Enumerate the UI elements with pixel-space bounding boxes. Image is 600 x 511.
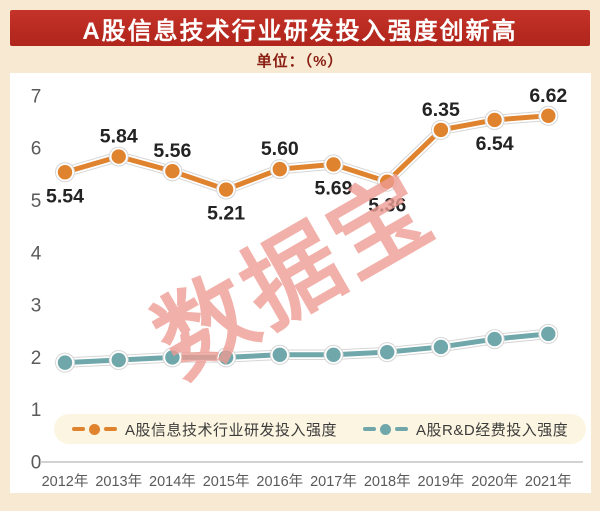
data-point-label: 5.56 bbox=[153, 140, 191, 162]
x-axis-category-label: 2020年 bbox=[471, 473, 518, 490]
x-axis-category-label: 2019年 bbox=[418, 473, 465, 490]
data-point bbox=[165, 164, 180, 179]
data-point bbox=[433, 339, 449, 355]
data-point bbox=[326, 157, 341, 172]
x-axis-category-label: 2021年 bbox=[525, 473, 572, 490]
x-axis-category-label: 2014年 bbox=[149, 473, 196, 490]
y-axis-tick-label: 3 bbox=[31, 296, 42, 317]
teal-line-dot-icon bbox=[363, 423, 409, 435]
data-point-label: 5.21 bbox=[207, 203, 245, 225]
y-axis-tick-label: 4 bbox=[31, 243, 42, 264]
x-axis-category-label: 2015年 bbox=[203, 473, 250, 490]
data-point bbox=[433, 122, 449, 138]
series-line bbox=[62, 331, 551, 366]
x-axis-category-label: 2013年 bbox=[95, 473, 142, 490]
data-point bbox=[165, 350, 180, 365]
data-point bbox=[487, 112, 502, 128]
y-axis-tick-label: 7 bbox=[31, 86, 42, 107]
data-point bbox=[487, 331, 502, 347]
line-chart: 0 1 2 3 4 5 6 7 2012年 2013年 2014年 2015年 2016年 2017年 20… bbox=[31, 85, 583, 490]
unit-label: 单位：（%） bbox=[256, 52, 344, 70]
data-point bbox=[218, 182, 234, 197]
chart-title: A股信息技术行业研发投入强度创新高 bbox=[82, 17, 518, 45]
data-point bbox=[541, 108, 556, 123]
y-axis-tick-label: 1 bbox=[31, 400, 42, 421]
orange-line-dot-icon bbox=[72, 423, 117, 435]
legend: A股信息技术行业研发投入强度 A股R&D经费投入强度 bbox=[54, 414, 587, 444]
legend-item-ashare-rd-intensity: A股R&D经费投入强度 bbox=[363, 419, 568, 440]
data-point bbox=[57, 355, 73, 370]
data-point bbox=[380, 344, 395, 360]
data-point bbox=[272, 161, 287, 177]
title-banner: A股信息技术行业研发投入强度创新高 bbox=[10, 10, 590, 46]
x-axis-category-label: 2018年 bbox=[364, 473, 411, 490]
data-point bbox=[326, 347, 341, 362]
data-point bbox=[541, 326, 556, 342]
data-point-label: 6.54 bbox=[476, 133, 514, 155]
data-point bbox=[57, 165, 73, 180]
x-axis-category-label: 2016年 bbox=[256, 473, 303, 490]
y-axis-tick-label: 2 bbox=[31, 348, 42, 369]
data-point-label: 5.60 bbox=[261, 138, 299, 160]
x-axis-category-label: 2017年 bbox=[310, 473, 357, 490]
legend-item-it-rd-intensity: A股信息技术行业研发投入强度 bbox=[72, 419, 337, 440]
data-point-label: 5.69 bbox=[315, 177, 353, 199]
chart-panel: 0 1 2 3 4 5 6 7 2012年 2013年 2014年 2015年 2016年 2017年 20… bbox=[10, 73, 591, 493]
data-point bbox=[111, 352, 126, 368]
x-axis-category-label: 2012年 bbox=[42, 473, 89, 490]
data-point bbox=[380, 174, 395, 189]
series-line bbox=[62, 113, 551, 193]
data-point bbox=[111, 149, 126, 164]
data-point-label: 6.35 bbox=[422, 99, 460, 121]
data-point bbox=[272, 347, 287, 362]
legend-label: A股信息技术行业研发投入强度 bbox=[125, 421, 338, 439]
data-point-label: 6.62 bbox=[529, 85, 567, 107]
data-point-label: 5.36 bbox=[368, 195, 406, 217]
data-point-label: 5.84 bbox=[100, 126, 138, 148]
y-axis-tick-label: 0 bbox=[31, 453, 42, 474]
legend-label: A股R&D经费投入强度 bbox=[416, 421, 569, 439]
y-axis-tick-label: 6 bbox=[31, 139, 42, 160]
data-point-label: 5.54 bbox=[46, 185, 84, 207]
data-point bbox=[218, 350, 234, 365]
y-axis-tick-label: 5 bbox=[31, 191, 42, 212]
